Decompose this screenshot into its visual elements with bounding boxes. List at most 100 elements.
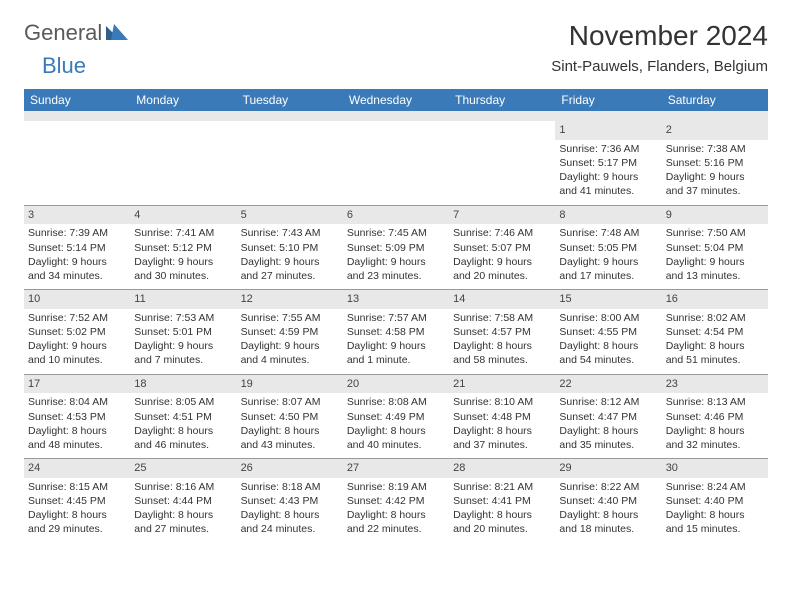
- calendar-day-cell: 21Sunrise: 8:10 AMSunset: 4:48 PMDayligh…: [449, 374, 555, 459]
- calendar-day-cell: 9Sunrise: 7:50 AMSunset: 5:04 PMDaylight…: [662, 205, 768, 290]
- calendar-day-cell: 12Sunrise: 7:55 AMSunset: 4:59 PMDayligh…: [237, 290, 343, 375]
- day-details: Sunrise: 7:45 AMSunset: 5:09 PMDaylight:…: [347, 226, 445, 283]
- calendar-week-row: 1 Sunrise: 7:36 AMSunset: 5:17 PMDaylight…: [24, 121, 768, 205]
- day-details: Sunrise: 7:55 AMSunset: 4:59 PMDaylight:…: [241, 311, 339, 368]
- day-number: 29: [555, 459, 661, 478]
- day-number: 6: [343, 206, 449, 225]
- calendar-day-cell: 16Sunrise: 8:02 AMSunset: 4:54 PMDayligh…: [662, 290, 768, 375]
- calendar-page: General November 2024 Sint-Pauwels, Flan…: [0, 0, 792, 563]
- day-details: Sunrise: 8:13 AMSunset: 4:46 PMDaylight:…: [666, 395, 764, 452]
- day-number: 19: [237, 375, 343, 394]
- day-details: Sunrise: 8:10 AMSunset: 4:48 PMDaylight:…: [453, 395, 551, 452]
- calendar-day-cell: 14 Sunrise: 7:58 AMSunset: 4:57 PMDayligh…: [449, 290, 555, 375]
- day-number: 26: [237, 459, 343, 478]
- calendar-day-cell: 15 Sunrise: 8:00 AMSunset: 4:55 PMDayligh…: [555, 290, 661, 375]
- calendar-week-row: 10 Sunrise: 7:52 AMSunset: 5:02 PMDayligh…: [24, 290, 768, 375]
- day-number: 20: [343, 375, 449, 394]
- day-number: 13: [343, 290, 449, 309]
- calendar-week-row: 17Sunrise: 8:04 AMSunset: 4:53 PMDayligh…: [24, 374, 768, 459]
- day-number: 3: [24, 206, 130, 225]
- calendar-day-cell: 26 Sunrise: 8:18 AMSunset: 4:43 PMDayligh…: [237, 459, 343, 543]
- day-details: Sunrise: 8:16 AMSunset: 4:44 PMDaylight:…: [134, 480, 232, 537]
- calendar-day-cell: 11 Sunrise: 7:53 AMSunset: 5:01 PMDayligh…: [130, 290, 236, 375]
- day-details: Sunrise: 8:04 AMSunset: 4:53 PMDaylight:…: [28, 395, 126, 452]
- day-number: 27: [343, 459, 449, 478]
- day-number: 7: [449, 206, 555, 225]
- weekday-header: Saturday: [662, 89, 768, 111]
- calendar-day-cell: 4Sunrise: 7:41 AMSunset: 5:12 PMDaylight…: [130, 205, 236, 290]
- day-details: Sunrise: 7:53 AMSunset: 5:01 PMDaylight:…: [134, 311, 232, 368]
- day-number: 15: [555, 290, 661, 309]
- day-details: Sunrise: 8:15 AMSunset: 4:45 PMDaylight:…: [28, 480, 126, 537]
- calendar-day-cell: 19Sunrise: 8:07 AMSunset: 4:50 PMDayligh…: [237, 374, 343, 459]
- day-number: 10: [24, 290, 130, 309]
- calendar-day-cell: 13 Sunrise: 7:57 AMSunset: 4:58 PMDayligh…: [343, 290, 449, 375]
- header: General November 2024 Sint-Pauwels, Flan…: [24, 20, 768, 75]
- day-number: 11: [130, 290, 236, 309]
- day-number: 25: [130, 459, 236, 478]
- day-details: Sunrise: 8:08 AMSunset: 4:49 PMDaylight:…: [347, 395, 445, 452]
- calendar-week-row: 24Sunrise: 8:15 AMSunset: 4:45 PMDayligh…: [24, 459, 768, 543]
- calendar-day-cell: 10 Sunrise: 7:52 AMSunset: 5:02 PMDayligh…: [24, 290, 130, 375]
- day-number: 9: [662, 206, 768, 225]
- day-details: Sunrise: 8:22 AMSunset: 4:40 PMDaylight:…: [559, 480, 657, 537]
- day-details: Sunrise: 8:19 AMSunset: 4:42 PMDaylight:…: [347, 480, 445, 537]
- calendar-empty-cell: [130, 121, 236, 205]
- day-number: 23: [662, 375, 768, 394]
- month-title: November 2024: [551, 20, 768, 52]
- day-number: 4: [130, 206, 236, 225]
- calendar-day-cell: 22Sunrise: 8:12 AMSunset: 4:47 PMDayligh…: [555, 374, 661, 459]
- day-number: 14: [449, 290, 555, 309]
- weekday-header: Wednesday: [343, 89, 449, 111]
- day-details: Sunrise: 7:46 AMSunset: 5:07 PMDaylight:…: [453, 226, 551, 283]
- calendar-day-cell: 1 Sunrise: 7:36 AMSunset: 5:17 PMDaylight…: [555, 121, 661, 205]
- weekday-header: Friday: [555, 89, 661, 111]
- day-details: Sunrise: 7:52 AMSunset: 5:02 PMDaylight:…: [28, 311, 126, 368]
- calendar-day-cell: 24Sunrise: 8:15 AMSunset: 4:45 PMDayligh…: [24, 459, 130, 543]
- day-number: 30: [662, 459, 768, 478]
- day-number: 2: [662, 121, 768, 140]
- day-details: Sunrise: 8:00 AMSunset: 4:55 PMDaylight:…: [559, 311, 657, 368]
- calendar-day-cell: 6Sunrise: 7:45 AMSunset: 5:09 PMDaylight…: [343, 205, 449, 290]
- calendar-week-row: 3Sunrise: 7:39 AMSunset: 5:14 PMDaylight…: [24, 205, 768, 290]
- day-details: Sunrise: 7:58 AMSunset: 4:57 PMDaylight:…: [453, 311, 551, 368]
- weekday-header-row: Sunday Monday Tuesday Wednesday Thursday…: [24, 89, 768, 111]
- brand-general: General: [24, 20, 102, 46]
- day-details: Sunrise: 7:57 AMSunset: 4:58 PMDaylight:…: [347, 311, 445, 368]
- day-details: Sunrise: 7:43 AMSunset: 5:10 PMDaylight:…: [241, 226, 339, 283]
- day-details: Sunrise: 7:39 AMSunset: 5:14 PMDaylight:…: [28, 226, 126, 283]
- calendar-empty-cell: [343, 121, 449, 205]
- day-number: 1: [555, 121, 661, 140]
- title-block: November 2024 Sint-Pauwels, Flanders, Be…: [551, 20, 768, 75]
- weekday-header: Thursday: [449, 89, 555, 111]
- calendar-empty-cell: [237, 121, 343, 205]
- calendar-empty-cell: [24, 121, 130, 205]
- day-details: Sunrise: 8:12 AMSunset: 4:47 PMDaylight:…: [559, 395, 657, 452]
- day-number: 8: [555, 206, 661, 225]
- weekday-header: Monday: [130, 89, 236, 111]
- calendar-day-cell: 2 Sunrise: 7:38 AMSunset: 5:16 PMDaylight…: [662, 121, 768, 205]
- calendar-day-cell: 5Sunrise: 7:43 AMSunset: 5:10 PMDaylight…: [237, 205, 343, 290]
- calendar-body: 1 Sunrise: 7:36 AMSunset: 5:17 PMDaylight…: [24, 111, 768, 543]
- calendar-day-cell: 25 Sunrise: 8:16 AMSunset: 4:44 PMDayligh…: [130, 459, 236, 543]
- day-number: 22: [555, 375, 661, 394]
- day-number: 28: [449, 459, 555, 478]
- day-details: Sunrise: 8:05 AMSunset: 4:51 PMDaylight:…: [134, 395, 232, 452]
- weekday-header: Tuesday: [237, 89, 343, 111]
- brand-triangle-icon: [106, 20, 128, 46]
- day-details: Sunrise: 8:02 AMSunset: 4:54 PMDaylight:…: [666, 311, 764, 368]
- calendar-day-cell: 27 Sunrise: 8:19 AMSunset: 4:42 PMDayligh…: [343, 459, 449, 543]
- day-details: Sunrise: 8:18 AMSunset: 4:43 PMDaylight:…: [241, 480, 339, 537]
- day-number: 17: [24, 375, 130, 394]
- calendar-day-cell: 20Sunrise: 8:08 AMSunset: 4:49 PMDayligh…: [343, 374, 449, 459]
- day-details: Sunrise: 7:36 AMSunset: 5:17 PMDaylight:…: [559, 142, 657, 199]
- day-details: Sunrise: 8:24 AMSunset: 4:40 PMDaylight:…: [666, 480, 764, 537]
- day-details: Sunrise: 7:38 AMSunset: 5:16 PMDaylight:…: [666, 142, 764, 199]
- day-number: 18: [130, 375, 236, 394]
- day-number: 5: [237, 206, 343, 225]
- day-details: Sunrise: 7:41 AMSunset: 5:12 PMDaylight:…: [134, 226, 232, 283]
- calendar-day-cell: 17Sunrise: 8:04 AMSunset: 4:53 PMDayligh…: [24, 374, 130, 459]
- calendar-day-cell: 23Sunrise: 8:13 AMSunset: 4:46 PMDayligh…: [662, 374, 768, 459]
- weekday-header: Sunday: [24, 89, 130, 111]
- day-details: Sunrise: 8:21 AMSunset: 4:41 PMDaylight:…: [453, 480, 551, 537]
